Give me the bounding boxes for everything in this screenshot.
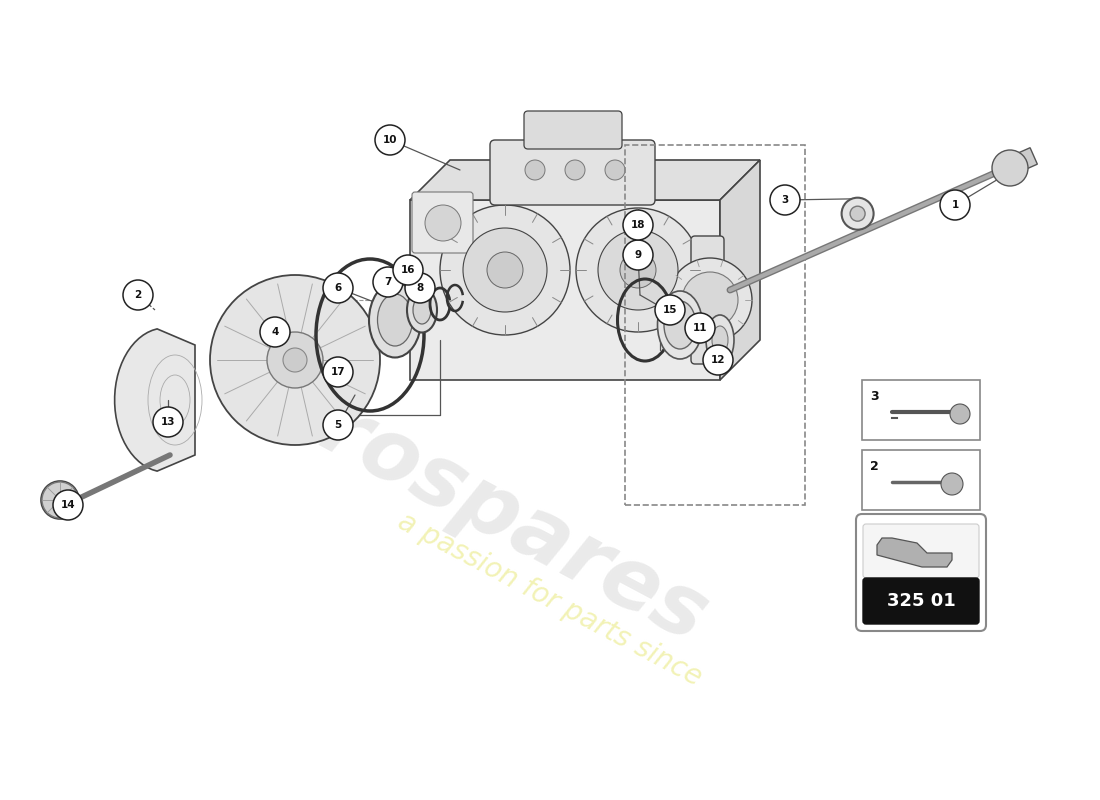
Circle shape [463, 228, 547, 312]
Circle shape [375, 125, 405, 155]
Text: eurospares: eurospares [202, 331, 722, 661]
Circle shape [323, 410, 353, 440]
Text: 14: 14 [60, 500, 75, 510]
Circle shape [283, 348, 307, 372]
Circle shape [373, 267, 403, 297]
Text: 17: 17 [331, 367, 345, 377]
Circle shape [576, 208, 700, 332]
Polygon shape [1016, 148, 1037, 170]
Circle shape [940, 190, 970, 220]
Text: 8: 8 [417, 283, 424, 293]
Circle shape [992, 150, 1028, 186]
Circle shape [487, 252, 522, 288]
Circle shape [42, 482, 78, 518]
Text: 10: 10 [383, 135, 397, 145]
Ellipse shape [712, 326, 728, 354]
Circle shape [598, 230, 678, 310]
Ellipse shape [377, 294, 412, 346]
Text: 11: 11 [693, 323, 707, 333]
Circle shape [260, 317, 290, 347]
FancyBboxPatch shape [864, 578, 979, 624]
Text: 12: 12 [711, 355, 725, 365]
Text: 18: 18 [630, 220, 646, 230]
Circle shape [940, 473, 962, 495]
Circle shape [770, 185, 800, 215]
Circle shape [682, 272, 738, 328]
Text: 1: 1 [952, 200, 958, 210]
Ellipse shape [706, 315, 734, 365]
FancyBboxPatch shape [524, 111, 622, 149]
Ellipse shape [368, 282, 421, 358]
FancyBboxPatch shape [856, 514, 986, 631]
Text: 2: 2 [870, 460, 879, 473]
Circle shape [153, 407, 183, 437]
Circle shape [605, 160, 625, 180]
Circle shape [405, 273, 435, 303]
Ellipse shape [850, 206, 865, 221]
FancyBboxPatch shape [691, 236, 724, 364]
Circle shape [53, 490, 82, 520]
Ellipse shape [407, 287, 437, 333]
Text: 5: 5 [334, 420, 342, 430]
Ellipse shape [41, 481, 79, 519]
Circle shape [623, 210, 653, 240]
Circle shape [525, 160, 544, 180]
Circle shape [393, 255, 424, 285]
Circle shape [267, 332, 323, 388]
Circle shape [620, 252, 656, 288]
Ellipse shape [842, 198, 873, 230]
Text: 15: 15 [662, 305, 678, 315]
Text: 9: 9 [635, 250, 641, 260]
Circle shape [685, 313, 715, 343]
Circle shape [210, 275, 380, 445]
Text: 6: 6 [334, 283, 342, 293]
Ellipse shape [658, 291, 703, 359]
FancyBboxPatch shape [862, 450, 980, 510]
Polygon shape [410, 200, 720, 380]
Circle shape [425, 205, 461, 241]
FancyBboxPatch shape [490, 140, 654, 205]
Text: 4: 4 [272, 327, 278, 337]
FancyBboxPatch shape [412, 192, 473, 253]
Circle shape [703, 345, 733, 375]
Polygon shape [877, 538, 952, 567]
Circle shape [950, 404, 970, 424]
Circle shape [323, 357, 353, 387]
Text: 3: 3 [870, 390, 879, 403]
Ellipse shape [664, 301, 696, 349]
Text: 325 01: 325 01 [887, 592, 956, 610]
Bar [625, 145, 805, 505]
Circle shape [668, 258, 752, 342]
Text: 13: 13 [161, 417, 175, 427]
Circle shape [623, 240, 653, 270]
Text: 2: 2 [134, 290, 142, 300]
Ellipse shape [689, 315, 707, 343]
Circle shape [654, 295, 685, 325]
Circle shape [565, 160, 585, 180]
FancyBboxPatch shape [864, 524, 979, 578]
Circle shape [323, 273, 353, 303]
Text: 3: 3 [781, 195, 789, 205]
Polygon shape [410, 160, 760, 200]
Text: 7: 7 [384, 277, 392, 287]
Ellipse shape [412, 296, 431, 324]
Circle shape [123, 280, 153, 310]
FancyBboxPatch shape [862, 380, 980, 440]
Text: a passion for parts since: a passion for parts since [393, 508, 707, 692]
Polygon shape [720, 160, 760, 380]
Polygon shape [114, 329, 195, 471]
Circle shape [440, 205, 570, 335]
Text: 16: 16 [400, 265, 416, 275]
